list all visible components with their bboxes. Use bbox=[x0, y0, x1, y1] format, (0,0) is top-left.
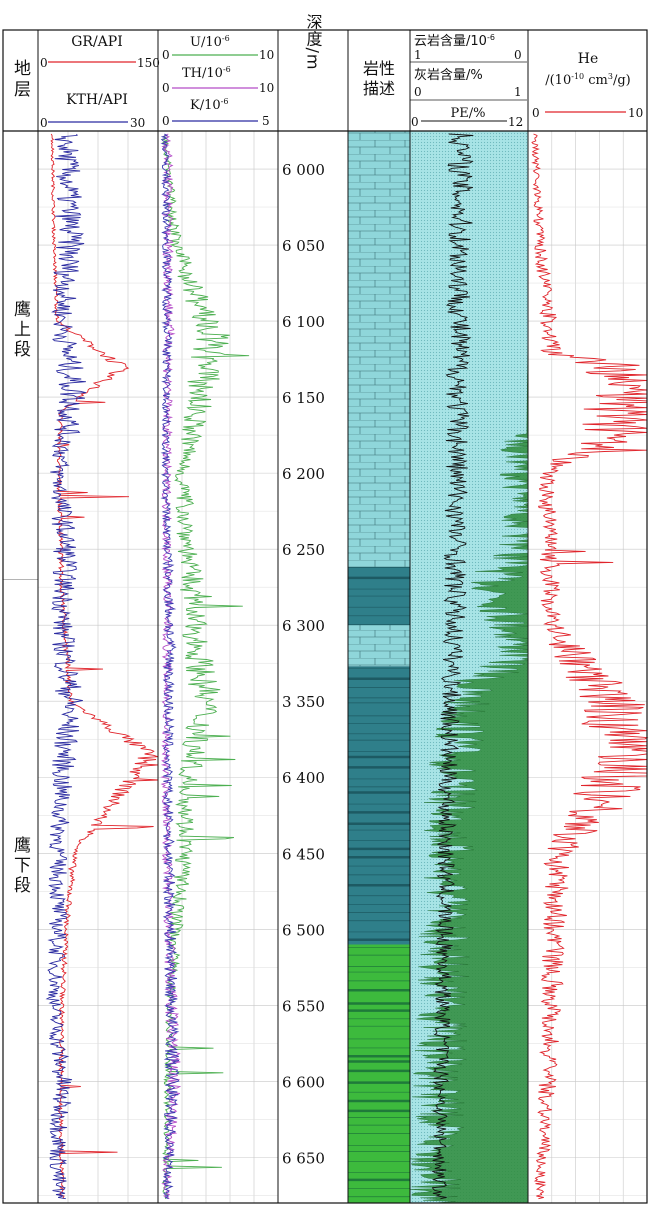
composition-track bbox=[410, 131, 529, 1204]
curve-pe bbox=[431, 133, 474, 1200]
he-min: 0 bbox=[532, 106, 540, 120]
u-curve-name: U/10-6 bbox=[190, 34, 230, 50]
dolo-left: 1 bbox=[414, 48, 422, 62]
depth-label-5: 6 250 bbox=[282, 541, 325, 559]
kth-curve-name: KTH/API bbox=[66, 92, 128, 108]
th-min: 0 bbox=[162, 81, 170, 95]
lith-interval-3 bbox=[348, 666, 410, 945]
dolo-right: 0 bbox=[514, 48, 522, 62]
lithology-track bbox=[348, 131, 410, 1203]
zone-label-1: 鹰下段 bbox=[10, 836, 31, 896]
pe-min: 0 bbox=[411, 115, 419, 129]
depth-label-4: 6 200 bbox=[282, 465, 325, 483]
lith-interval-4 bbox=[348, 944, 410, 1203]
he-unit: /(10-10 cm3/g) bbox=[545, 72, 631, 88]
curve-grapi bbox=[50, 133, 159, 1199]
k-curve-name: K/10-6 bbox=[190, 97, 228, 113]
depth-label-6: 6 300 bbox=[282, 617, 325, 635]
kth-min: 0 bbox=[40, 116, 48, 130]
depth-label-8: 6 400 bbox=[282, 769, 325, 787]
chart-frame bbox=[2, 29, 648, 1204]
depth-label-1: 6 050 bbox=[282, 237, 325, 255]
depth-label-7: 3 350 bbox=[282, 693, 325, 711]
th-curve-name: TH/10-6 bbox=[182, 65, 231, 81]
u-min: 0 bbox=[162, 48, 170, 62]
strat-header: 地层 bbox=[10, 59, 31, 101]
he-name: He bbox=[578, 51, 599, 67]
gr-max: 150 bbox=[137, 56, 160, 70]
depth-label-10: 6 500 bbox=[282, 921, 325, 939]
lith-header-2: 描述 bbox=[363, 79, 395, 98]
lime-name: 灰岩含量/% bbox=[414, 67, 483, 83]
depth-label-2: 6 100 bbox=[282, 313, 325, 331]
depth-labels: 6 000 6 050 6 100 6 150 6 200 6 250 6 300 3 350… bbox=[282, 161, 325, 1167]
depth-label-12: 6 600 bbox=[282, 1073, 325, 1091]
depth-label-3: 6 150 bbox=[282, 389, 325, 407]
th-max: 10 bbox=[259, 81, 274, 95]
outer-border bbox=[2, 29, 648, 1204]
lime-right: 1 bbox=[514, 85, 522, 99]
gr-min: 0 bbox=[40, 56, 48, 70]
u-max: 10 bbox=[259, 48, 274, 62]
curve-kthapi bbox=[45, 133, 87, 1200]
pe-max: 12 bbox=[508, 115, 523, 129]
kth-max: 30 bbox=[130, 116, 145, 130]
depth-label-13: 6 650 bbox=[282, 1149, 325, 1167]
lime-left: 0 bbox=[414, 85, 422, 99]
lith-interval-0 bbox=[348, 131, 410, 568]
pe-name: PE/% bbox=[451, 106, 486, 121]
gr-curve-name: GR/API bbox=[71, 34, 123, 50]
curve-he bbox=[531, 133, 649, 1200]
track-headers: 地层 GR/API 0 150 KTH/API 0 30 U/10-6 0 10… bbox=[10, 14, 643, 130]
log-curves bbox=[45, 133, 649, 1200]
lith-header-1: 岩性 bbox=[363, 59, 395, 78]
k-min: 0 bbox=[162, 114, 170, 128]
he-max: 10 bbox=[628, 106, 643, 120]
depth-label-0: 6 000 bbox=[282, 161, 325, 179]
depth-header: 深度/m bbox=[304, 14, 323, 71]
depth-label-11: 6 550 bbox=[282, 997, 325, 1015]
dolo-name: 云岩含量/10-6 bbox=[414, 33, 495, 49]
zone-label-0: 鹰上段 bbox=[10, 300, 31, 360]
k-max: 5 bbox=[262, 114, 270, 128]
depth-label-9: 6 450 bbox=[282, 845, 325, 863]
curve-k106 bbox=[160, 133, 180, 1200]
lith-interval-2 bbox=[348, 625, 410, 667]
track-grid bbox=[38, 131, 647, 1203]
curve-th106 bbox=[160, 133, 182, 1200]
